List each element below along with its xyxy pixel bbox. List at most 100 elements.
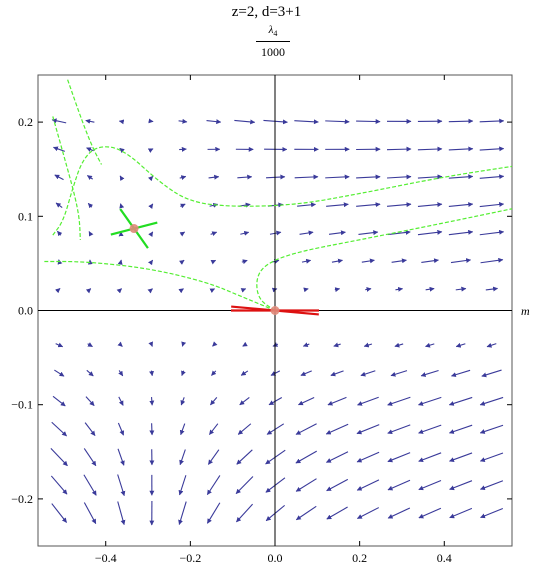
- field-arrow: [395, 286, 404, 292]
- field-arrow: [356, 119, 381, 124]
- field-arrow: [118, 396, 124, 406]
- field-arrow: [294, 174, 319, 180]
- y-axis-label-symbol: λ: [268, 24, 274, 36]
- field-arrow: [209, 288, 216, 293]
- field-arrow: [448, 396, 473, 406]
- field-arrow: [178, 501, 187, 525]
- field-arrow: [295, 450, 318, 464]
- field-arrow: [242, 341, 248, 347]
- field-arrow: [325, 119, 350, 125]
- field-arrow: [418, 507, 442, 519]
- field-arrow: [448, 202, 474, 208]
- field-arrow: [448, 118, 474, 124]
- field-arrow: [387, 229, 411, 236]
- separatrix-curve: [44, 260, 276, 312]
- field-arrow: [83, 448, 97, 467]
- chart-title: z=2, d=3+1: [231, 4, 302, 20]
- field-arrow: [326, 478, 349, 492]
- field-arrow: [180, 397, 186, 406]
- field-arrow: [418, 424, 442, 434]
- y-axis-label-subscript: 4: [273, 29, 278, 39]
- field-arrow: [51, 421, 67, 437]
- field-arrow: [361, 258, 375, 264]
- field-arrow: [326, 506, 348, 520]
- field-arrow: [358, 230, 379, 236]
- separatrix-curve: [52, 146, 513, 236]
- field-arrow: [235, 476, 254, 494]
- field-arrow: [212, 341, 218, 347]
- field-arrow: [486, 342, 497, 348]
- field-arrow: [87, 342, 93, 348]
- field-arrow: [417, 202, 443, 208]
- field-arrow: [86, 147, 94, 152]
- x-axis-label: m: [521, 304, 530, 318]
- y-tick-label: 0.2: [18, 115, 33, 129]
- field-arrow: [418, 452, 442, 463]
- field-arrow: [425, 342, 435, 348]
- field-arrow: [331, 258, 343, 264]
- field-arrow: [117, 474, 126, 497]
- field-arrow: [297, 202, 317, 208]
- field-arrow: [421, 258, 439, 264]
- field-arrow: [51, 118, 67, 124]
- field-arrow: [85, 396, 95, 407]
- field-arrow: [149, 370, 154, 377]
- field-arrow: [237, 174, 253, 180]
- field-arrow: [386, 146, 412, 152]
- field-arrow: [149, 397, 155, 406]
- x-tick-label: −0.4: [95, 551, 117, 563]
- field-arrow: [50, 448, 68, 467]
- field-arrow: [239, 397, 250, 406]
- field-arrow: [179, 259, 185, 265]
- field-arrow: [360, 370, 376, 377]
- field-arrow: [179, 146, 187, 152]
- field-arrow: [299, 230, 314, 236]
- field-arrow: [236, 449, 253, 465]
- field-arrow: [237, 423, 252, 435]
- field-arrow: [479, 202, 505, 208]
- field-arrow: [481, 369, 502, 378]
- field-arrow: [55, 288, 61, 294]
- field-arrow: [179, 175, 187, 181]
- x-tick-label: −0.2: [179, 551, 201, 563]
- field-arrow: [55, 202, 63, 208]
- field-arrow: [210, 397, 218, 406]
- field-arrow: [479, 174, 505, 180]
- field-arrow: [363, 342, 373, 348]
- field-arrow: [206, 119, 222, 125]
- field-arrow: [83, 474, 97, 496]
- y-tick-label: −0.1: [11, 398, 33, 412]
- field-arrow: [207, 449, 220, 465]
- field-arrow: [119, 203, 125, 209]
- field-arrow: [117, 341, 123, 347]
- field-arrow: [417, 229, 443, 236]
- field-arrow: [53, 146, 66, 152]
- field-arrow: [300, 370, 312, 376]
- field-arrow: [210, 231, 218, 237]
- field-arrow: [147, 288, 153, 294]
- field-arrow: [356, 424, 380, 435]
- field-arrow: [180, 203, 186, 209]
- field-arrow: [208, 174, 220, 180]
- field-arrow: [181, 370, 186, 376]
- field-arrow: [325, 423, 349, 435]
- field-arrow: [386, 174, 412, 180]
- field-arrow: [54, 174, 64, 181]
- y-axis-label-numerator: λ4: [248, 24, 298, 39]
- field-arrow: [56, 230, 63, 237]
- field-arrow: [479, 452, 504, 462]
- field-arrow: [448, 146, 474, 152]
- field-arrow: [479, 424, 504, 434]
- field-arrow: [51, 503, 67, 523]
- field-arrow: [87, 202, 94, 209]
- field-arrow: [86, 369, 94, 377]
- field-arrow: [54, 369, 65, 377]
- y-axis-label-fraction-bar: [256, 41, 290, 43]
- field-arrow: [119, 147, 125, 154]
- field-arrow: [327, 396, 347, 406]
- field-arrow: [240, 288, 247, 293]
- field-arrow: [303, 287, 309, 293]
- separatrix-curve: [67, 79, 103, 165]
